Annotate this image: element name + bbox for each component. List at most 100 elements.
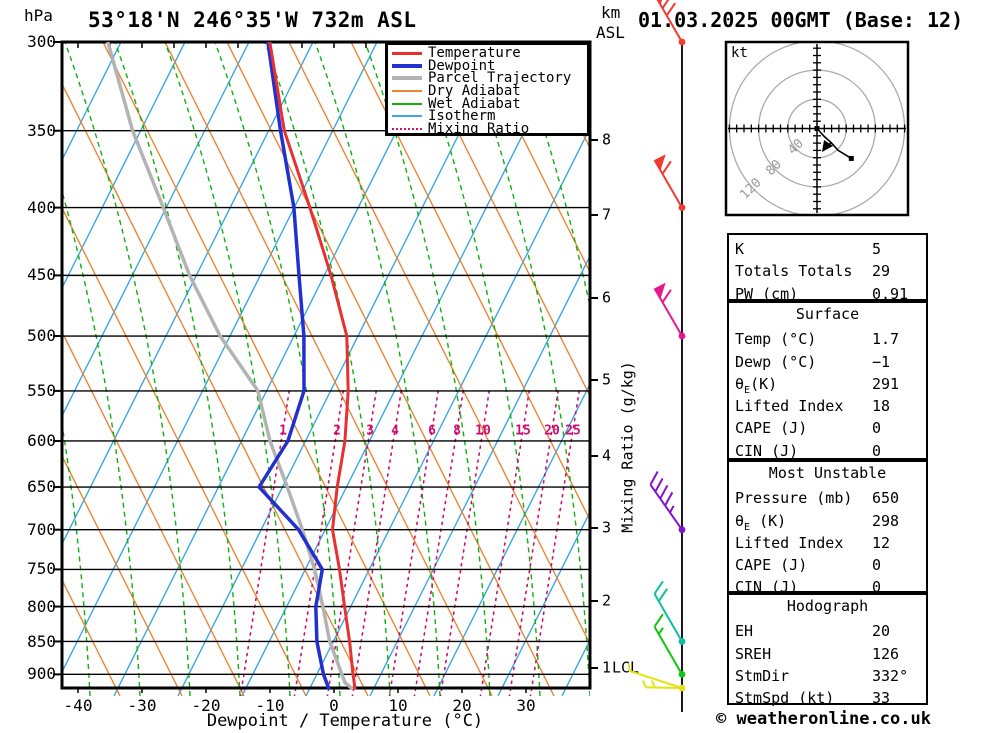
stats-row: StmDir 332° xyxy=(729,664,926,686)
stats-row: θE(K) 291 xyxy=(729,372,926,396)
temp-tick-label: -20 xyxy=(191,696,221,715)
stats-row: CIN (J) 0 xyxy=(729,575,926,597)
legend-swatch xyxy=(392,76,422,81)
hodograph-ring-label: 40 xyxy=(785,136,807,158)
stats-row-label: CAPE (J) xyxy=(735,556,808,575)
mixing-ratio-value-label: 15 xyxy=(515,423,531,439)
temp-tick-label: 0 xyxy=(329,696,339,715)
lcl-label: LCL xyxy=(612,658,640,677)
km-tick-label: 5 xyxy=(602,370,612,389)
stats-row-value: 332° xyxy=(872,666,909,685)
altitude-unit-km: km xyxy=(601,3,621,22)
stats-row: Totals Totals 29 xyxy=(729,259,926,281)
wind-barb xyxy=(653,580,686,645)
stats-row-label: SREH xyxy=(735,644,772,663)
mixing-ratio-value-label: 20 xyxy=(544,423,560,439)
stats-row-value: 5 xyxy=(872,240,882,258)
stats-row-value: 126 xyxy=(872,644,900,663)
legend-swatch xyxy=(392,115,422,118)
legend-item-label: Parcel Trajectory xyxy=(428,70,572,87)
stats-row-label: Pressure (mb) xyxy=(735,489,853,508)
stats-row: StmSpd (kt) 33 xyxy=(729,686,926,708)
legend-item-label: Mixing Ratio xyxy=(428,120,530,137)
stats-row-label: StmDir xyxy=(735,666,790,685)
stats-row-value: 1.7 xyxy=(872,330,900,349)
stats-section-title-text: Hodograph xyxy=(786,597,869,615)
legend-item: Isotherm xyxy=(392,108,587,125)
run-datetime: 01.03.2025 00GMT (Base: 12) xyxy=(638,8,964,32)
pressure-tick-label: 650 xyxy=(27,477,56,496)
stats-row: CIN (J) 0 xyxy=(729,439,926,461)
legend-item: Temperature xyxy=(392,46,587,60)
pressure-tick-label: 900 xyxy=(27,664,56,684)
pressure-tick-label: 500 xyxy=(27,326,56,345)
legend-item-label: Isotherm xyxy=(428,108,496,125)
stats-row: Lifted Index 12 xyxy=(729,531,926,553)
pressure-tick-label: 800 xyxy=(27,596,56,616)
stats-row-label: Lifted Index xyxy=(735,533,844,552)
pressure-tick-label: 400 xyxy=(27,197,56,217)
pressure-tick-label: 350 xyxy=(27,120,56,140)
km-tick-label: 1 xyxy=(602,658,612,677)
legend-item-label: Dry Adiabat xyxy=(428,83,521,100)
temp-tick-label: -40 xyxy=(63,696,93,715)
stats-row-value: 0 xyxy=(872,419,882,438)
legend-item-label: Dewpoint xyxy=(428,57,496,74)
altitude-unit-asl: ASL xyxy=(596,23,625,42)
stats-row-value: 291 xyxy=(872,374,900,393)
stats-indices-box: K 5 Totals Totals 29 PW (cm) 0.91 xyxy=(727,233,928,303)
stats-row-value: 18 xyxy=(872,397,891,416)
pressure-tick-label: 450 xyxy=(27,265,56,285)
pressure-tick-label: 850 xyxy=(27,631,56,651)
wind-barb xyxy=(653,154,686,211)
mixing-ratio-value-label: 8 xyxy=(453,423,461,439)
pressure-tick-label: 550 xyxy=(27,380,56,400)
mixing-ratio-value-label: 3 xyxy=(366,423,374,439)
stats-row: θE (K) 298 xyxy=(729,509,926,533)
stats-row: Pressure (mb) 650 xyxy=(729,486,926,508)
legend-item: Mixing Ratio xyxy=(392,120,587,137)
pressure-unit-label: hPa xyxy=(24,6,53,25)
mixing-ratio-value-label: 2 xyxy=(333,423,341,439)
temp-tick-label: -10 xyxy=(255,696,285,715)
wind-barb xyxy=(649,470,686,534)
legend-item: Parcel Trajectory xyxy=(392,70,587,87)
mixing-ratio-axis-label: Mixing Ratio (g/kg) xyxy=(618,361,637,533)
stats-row-value: 29 xyxy=(872,262,891,281)
legend-swatch xyxy=(392,127,422,130)
stats-row-value: 0.91 xyxy=(872,284,909,303)
stats-row-value: 0 xyxy=(872,556,882,575)
sounding-curves xyxy=(106,42,357,691)
stats-row-label: CIN (J) xyxy=(735,441,799,460)
stats-row: CAPE (J) 0 xyxy=(729,416,926,438)
copyright: © weatheronline.co.uk xyxy=(716,709,931,729)
wind-barb xyxy=(653,282,686,340)
temp-tick-label: 10 xyxy=(388,696,408,715)
km-tick-label: 3 xyxy=(602,518,612,537)
stats-row-label: Temp (°C) xyxy=(735,330,817,349)
stats-row: Temp (°C) 1.7 xyxy=(729,327,926,349)
stats-row-label: Lifted Index xyxy=(735,397,844,416)
hodograph-unit-label: kt xyxy=(731,45,748,61)
legend-swatch xyxy=(392,102,422,105)
legend-item: Wet Adiabat xyxy=(392,97,587,111)
stats-row-label: CIN (J) xyxy=(735,578,799,597)
parcel-trajectory-curve xyxy=(106,42,354,691)
stats-section-title: Surface xyxy=(729,305,926,327)
stats-hodograph-box: Hodograph EH 20 SREH 126 StmDir 332° StmSpd (kt… xyxy=(727,593,928,708)
stats-row-label: K xyxy=(735,240,745,258)
stats-section-title-text: Surface xyxy=(795,305,860,323)
temp-tick-label: 20 xyxy=(452,696,472,715)
dewpoint-curve xyxy=(257,42,331,691)
stats-row: Dewp (°C) −1 xyxy=(729,350,926,372)
km-tick-label: 2 xyxy=(602,591,612,610)
mixing-ratio-value-label: 4 xyxy=(391,423,399,439)
stats-row-label: PW (cm) xyxy=(735,284,799,303)
temperature-curve xyxy=(268,42,357,690)
station-title: 53°18'N 246°35'W 732m ASL xyxy=(88,8,417,32)
stats-row-label: Totals Totals xyxy=(735,262,853,281)
pressure-tick-label: 700 xyxy=(27,519,56,539)
legend-item: Dewpoint xyxy=(392,57,587,74)
